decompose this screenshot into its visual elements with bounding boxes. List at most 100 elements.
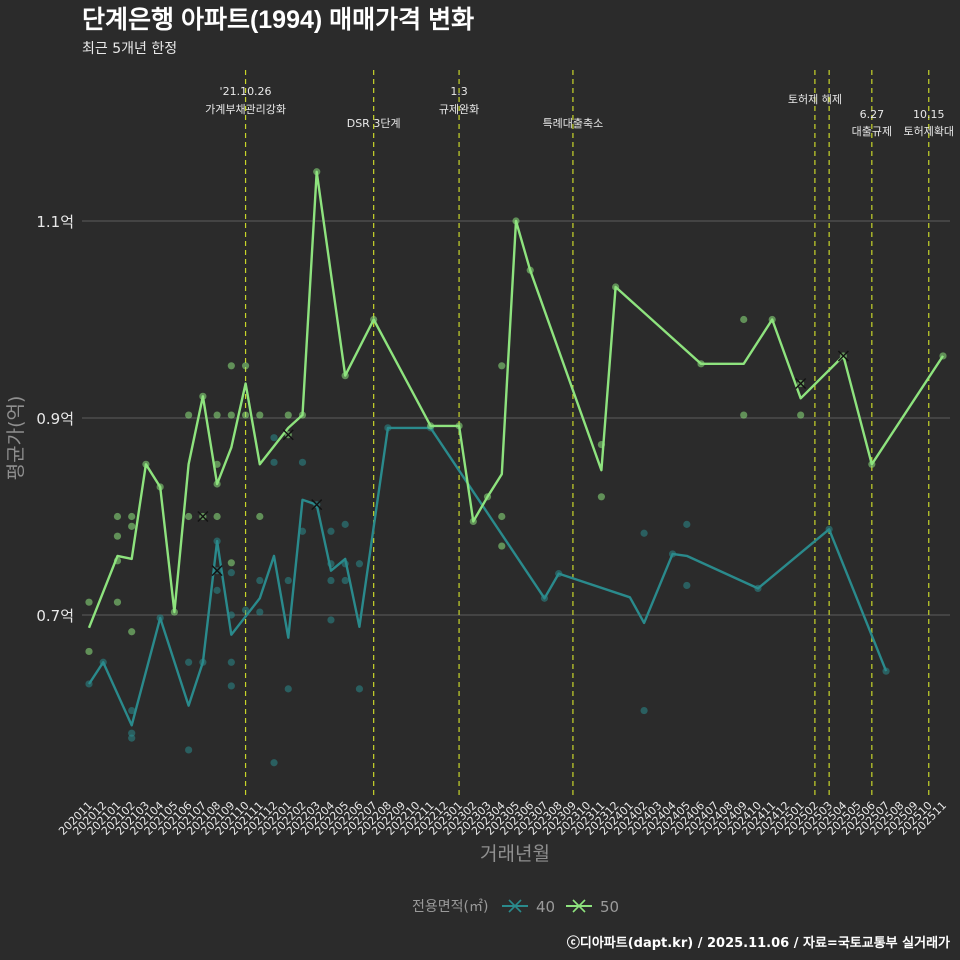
data-point [270, 759, 278, 767]
data-point [256, 608, 264, 616]
data-point [284, 576, 292, 585]
data-point [683, 581, 691, 590]
cross-marker [795, 378, 807, 390]
cross-stroke [311, 499, 323, 511]
data-point [227, 559, 235, 567]
data-point [128, 729, 136, 737]
data-point [341, 520, 349, 528]
data-point [241, 606, 250, 614]
data-point [113, 512, 122, 521]
data-point [85, 598, 93, 606]
data-point [227, 658, 235, 666]
data-point [185, 746, 193, 754]
series-50 [85, 168, 947, 656]
data-point [797, 411, 805, 419]
data-point [270, 434, 278, 442]
data-point [597, 493, 606, 501]
event-label: 6.27 [860, 108, 885, 121]
data-point [227, 362, 235, 370]
data-point [498, 542, 506, 550]
data-point [284, 411, 292, 419]
data-point [227, 569, 235, 577]
data-point [683, 520, 691, 528]
data-point [327, 576, 335, 585]
legend-label: 50 [600, 898, 619, 916]
cross-marker [211, 565, 223, 577]
legend-key-cross [508, 899, 522, 913]
series-line-40 [87, 426, 888, 727]
cross-stroke [282, 429, 294, 441]
chart-subtitle: 최근 5개년 한정 [82, 41, 177, 57]
legend-key-cross [572, 899, 586, 913]
y-axis-title: 평균가(억) [5, 396, 27, 481]
data-point [241, 411, 250, 419]
event-label: 특례대출축소 [543, 117, 604, 130]
data-point [270, 458, 278, 466]
data-point [355, 560, 364, 568]
event-label: 가계부채관리강화 [205, 103, 286, 116]
legend-title: 전용면적(㎡) [412, 899, 488, 915]
series-line-50 [87, 170, 945, 629]
data-point [341, 576, 349, 585]
cross-stroke [795, 378, 807, 390]
data-point [740, 315, 748, 324]
y-tick-label: 0.7억 [36, 607, 74, 625]
data-point [128, 628, 136, 636]
footer-source: ⓒ디아파트(dapt.kr) / 2025.11.06 / 자료=국토교통부 실… [567, 935, 950, 951]
data-point [256, 512, 264, 521]
cross-marker [837, 350, 849, 362]
data-point [185, 411, 193, 419]
data-point [213, 586, 221, 594]
data-point [85, 647, 93, 656]
cross-marker [282, 429, 294, 441]
data-point [185, 512, 193, 521]
data-point [256, 576, 264, 585]
data-point [128, 734, 136, 742]
data-point [640, 529, 648, 537]
cross-marker [311, 499, 323, 511]
data-point [640, 706, 648, 715]
data-point [113, 598, 122, 606]
data-point [298, 458, 307, 466]
event-label: 1.3 [450, 85, 468, 98]
data-point [213, 411, 221, 419]
data-point [284, 685, 292, 693]
data-point [241, 362, 250, 370]
chart-title: 단계은행 아파트(1994) 매매가격 변화 [82, 6, 474, 34]
cross-stroke [837, 350, 849, 362]
data-point [227, 682, 235, 690]
axis-layer: 0.7억0.9억1.1억2020112020122021012021022021… [36, 213, 949, 838]
event-label: 토허제 해제 [788, 92, 842, 106]
data-point [227, 411, 235, 419]
event-label: 10.15 [913, 108, 945, 121]
data-point [113, 532, 122, 540]
event-label: 대출규제 [852, 125, 892, 138]
event-label: '21.10.26 [220, 85, 272, 98]
data-point [256, 411, 264, 419]
data-point [298, 527, 307, 535]
legend-item-40: 40 [502, 898, 555, 916]
legend-label: 40 [536, 898, 555, 916]
series-layer [85, 168, 947, 767]
cross-stroke [211, 565, 223, 577]
data-point [128, 512, 136, 521]
data-point [185, 658, 193, 666]
event-label: 규제완화 [439, 103, 479, 116]
data-point [740, 411, 748, 419]
event-label: DSR 3단계 [347, 117, 401, 130]
data-point [327, 616, 335, 624]
data-point [498, 512, 506, 521]
y-tick-label: 0.9억 [36, 410, 74, 428]
legend-item-50: 50 [566, 898, 619, 916]
data-point [213, 512, 221, 521]
cross-marker [197, 511, 209, 522]
data-point [498, 362, 506, 370]
data-point [128, 706, 136, 715]
legend: 전용면적(㎡) 40 50 [412, 898, 619, 916]
data-point [327, 527, 335, 535]
data-point [355, 685, 364, 693]
data-point [128, 522, 136, 530]
x-axis-title: 거래년월 [480, 843, 550, 865]
